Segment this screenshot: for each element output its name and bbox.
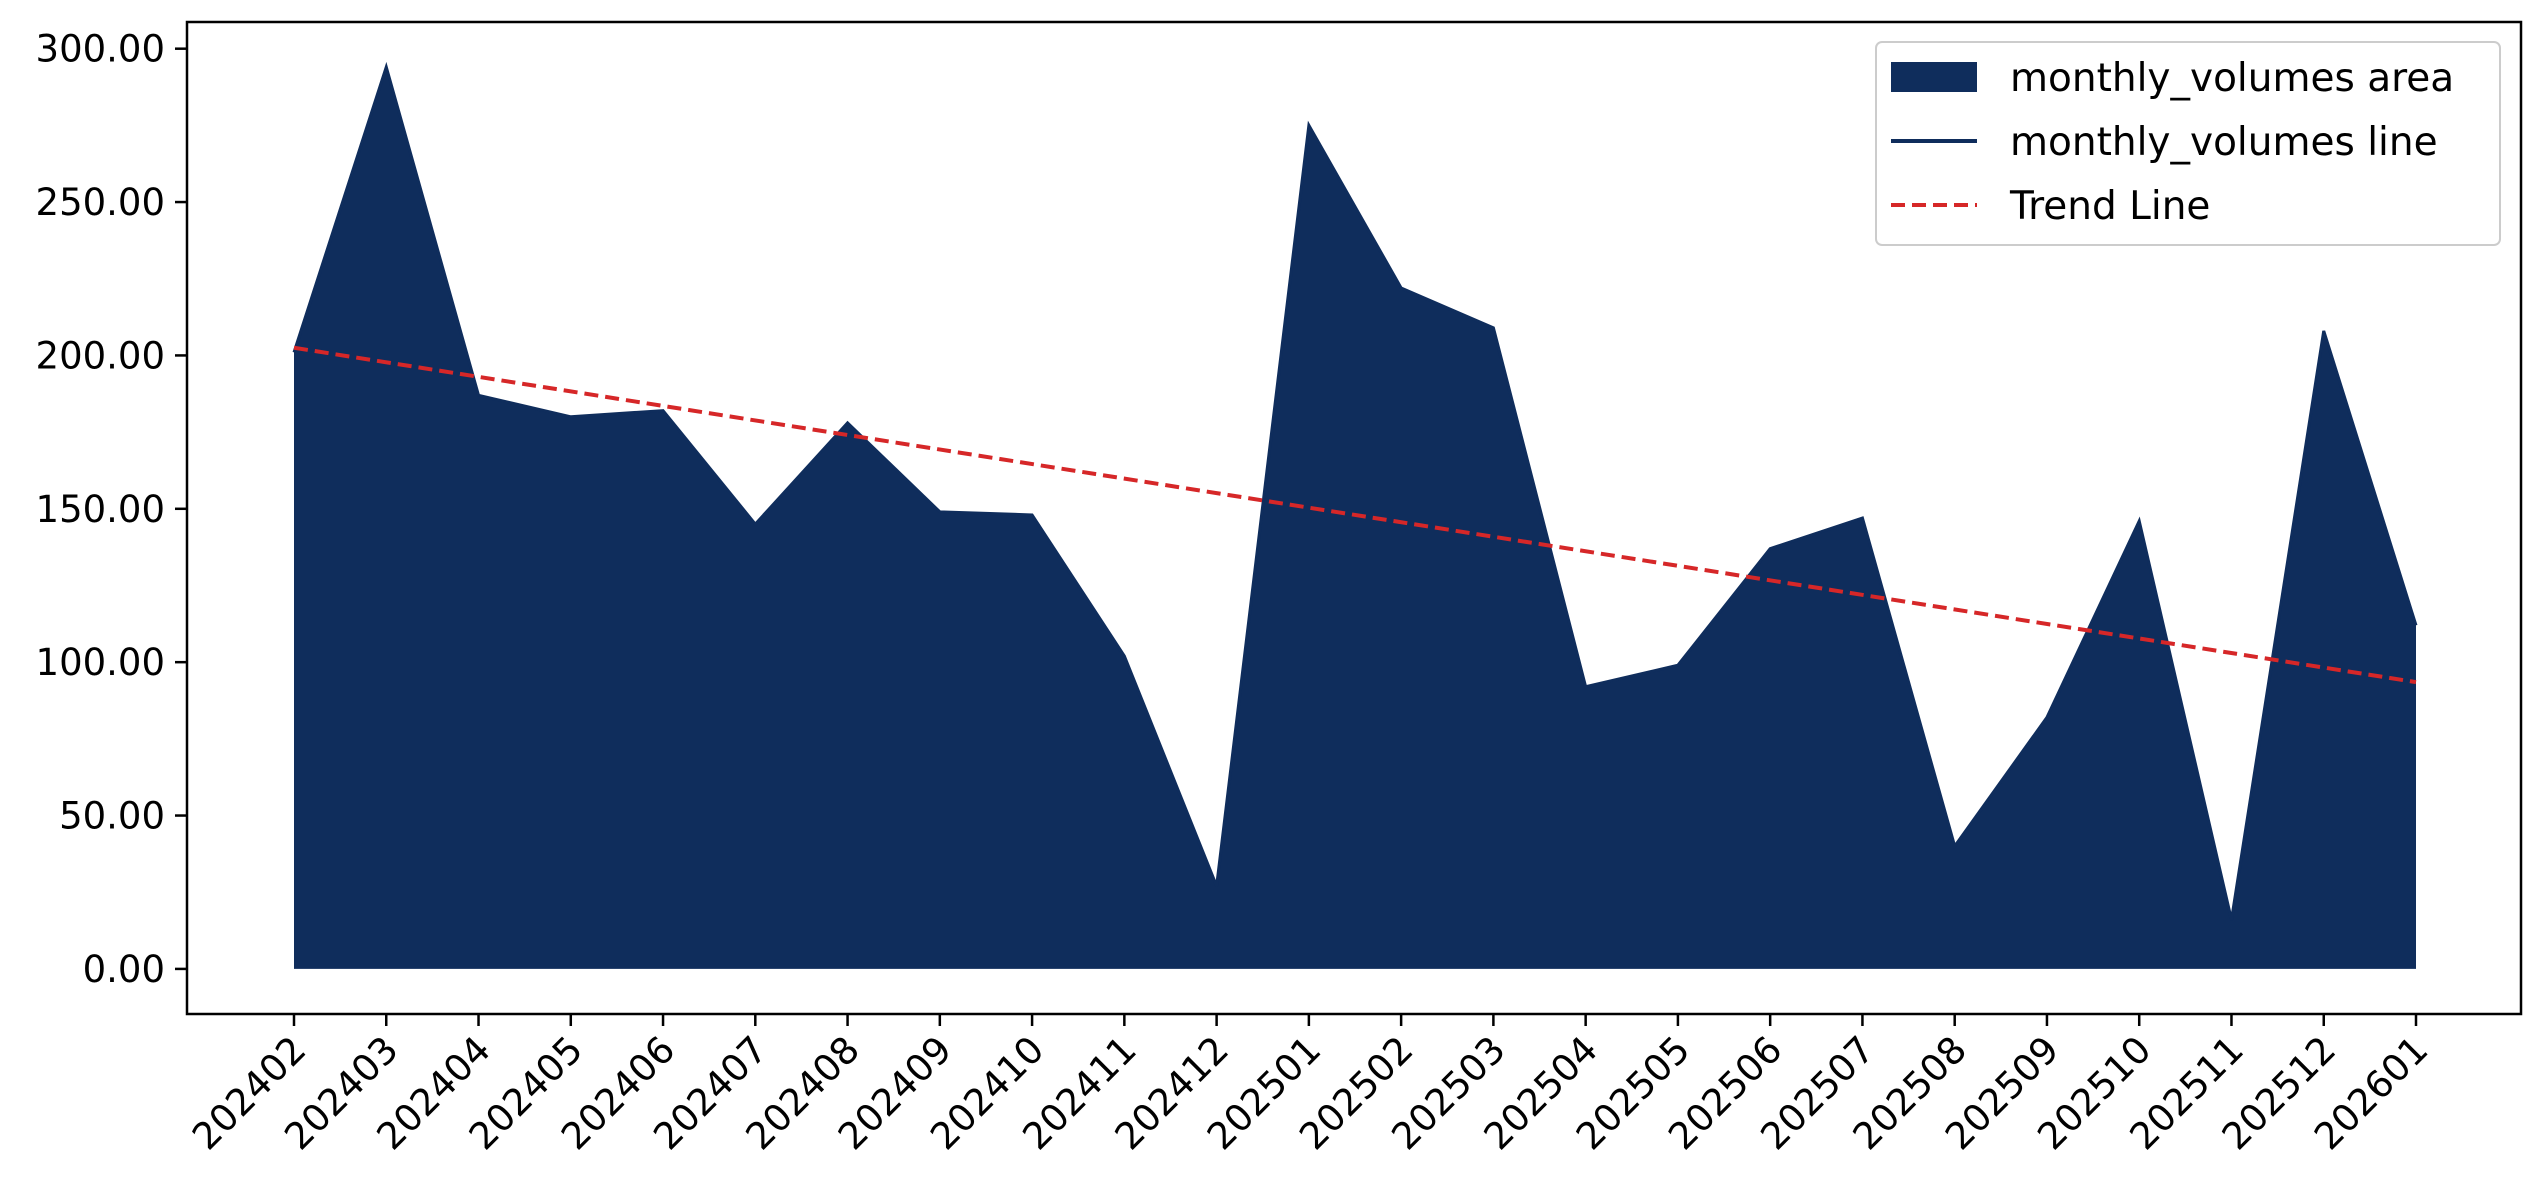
y-tick-label: 100.00 [36, 641, 165, 684]
legend: monthly_volumes area monthly_volumes lin… [1875, 41, 2501, 246]
y-tick-label: 0.00 [83, 948, 165, 991]
y-tick-label: 200.00 [36, 334, 165, 377]
legend-label-area: monthly_volumes area [2010, 56, 2454, 101]
series-trend-line [293, 345, 2417, 685]
series-line-monthly-volumes [292, 61, 2418, 921]
y-tick-label: 300.00 [36, 28, 165, 71]
y-tick-label: 50.00 [59, 795, 165, 838]
y-axis: 0.00 50.00 100.00 150.00 200.00 250.00 300.00 [36, 28, 187, 991]
series-area-monthly-volumes [294, 67, 2416, 969]
legend-swatch-area [1891, 62, 1977, 92]
legend-box [1875, 41, 2501, 246]
x-axis: 2024022024032024042024052024062024072024… [184, 1014, 2436, 1158]
legend-label-trend: Trend Line [2009, 184, 2210, 229]
plot-area [292, 61, 2418, 969]
legend-label-line: monthly_volumes line [2010, 120, 2438, 165]
axes-frame [185, 20, 2523, 1016]
y-tick-label: 250.00 [36, 181, 165, 224]
y-tick-label: 150.00 [36, 488, 165, 531]
